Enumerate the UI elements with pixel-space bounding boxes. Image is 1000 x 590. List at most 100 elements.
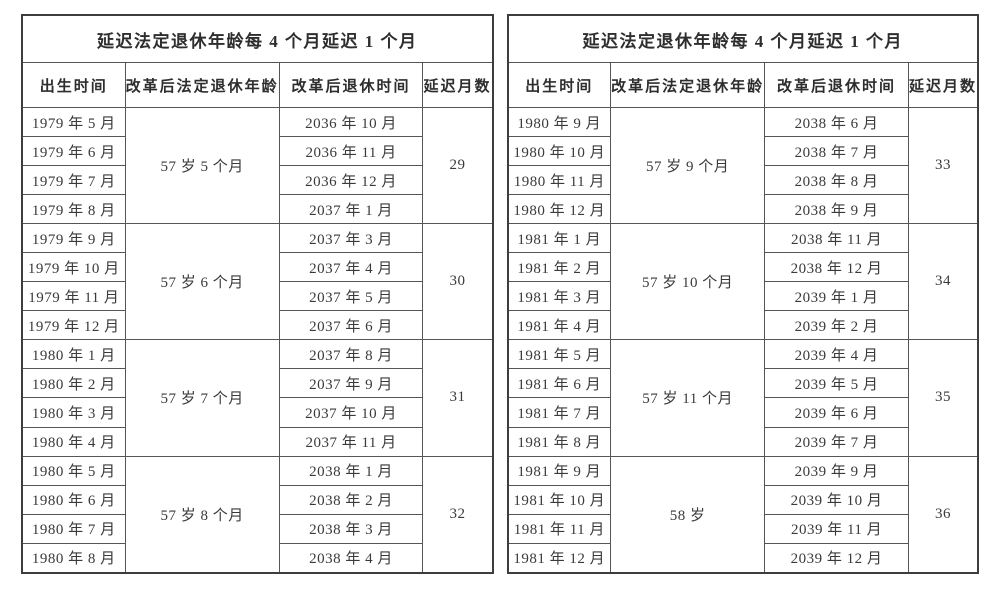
birth-cell: 1981 年 7 月	[506, 397, 612, 428]
retire-date-cell: 2038 年 6 月	[764, 106, 909, 138]
birth-cell: 1980 年 8 月	[21, 542, 126, 574]
table-row: 1981 年 3 月 2039 年 1 月	[506, 281, 979, 312]
column-header-age: 改革后法定退休年龄	[610, 62, 766, 108]
table-row: 1979 年 12 月 2037 年 6 月	[21, 310, 493, 341]
column-header-birth: 出生时间	[21, 62, 126, 108]
birth-cell: 1981 年 10 月	[506, 484, 612, 515]
table-row: 1980 年 6 月 2038 年 2 月	[21, 484, 493, 515]
delay-months-cell: 29	[422, 106, 493, 225]
retire-date-cell: 2037 年 6 月	[278, 310, 424, 341]
retire-date-cell: 2039 年 1 月	[764, 281, 909, 312]
birth-cell: 1979 年 10 月	[21, 252, 126, 283]
retirement-age-cell: 57 岁 10 个月	[610, 223, 766, 341]
table-row: 1980 年 1 月 57 岁 7 个月 2037 年 8 月 31	[21, 339, 493, 457]
delay-months-cell: 35	[907, 339, 979, 457]
table-row: 1980 年 10 月 2038 年 7 月	[506, 136, 979, 167]
birth-cell: 1980 年 10 月	[506, 136, 612, 167]
birth-cell: 1981 年 6 月	[506, 368, 612, 399]
birth-cell: 1981 年 2 月	[506, 252, 612, 283]
retire-date-cell: 2039 年 6 月	[764, 397, 909, 428]
table-row: 1980 年 5 月 57 岁 8 个月 2038 年 1 月 32	[21, 455, 493, 574]
birth-cell: 1981 年 11 月	[506, 513, 612, 544]
birth-cell: 1979 年 8 月	[21, 194, 126, 225]
retirement-age-cell: 57 岁 5 个月	[124, 106, 280, 225]
retire-date-cell: 2038 年 4 月	[278, 542, 424, 574]
retire-date-cell: 2037 年 10 月	[278, 397, 424, 428]
retire-date-cell: 2036 年 12 月	[278, 165, 424, 196]
delay-months-cell: 36	[907, 455, 979, 574]
birth-cell: 1980 年 5 月	[21, 455, 126, 486]
birth-cell: 1981 年 3 月	[506, 281, 612, 312]
retire-date-cell: 2039 年 4 月	[764, 339, 909, 370]
table-title: 延迟法定退休年龄每 4 个月延迟 1 个月	[507, 14, 979, 63]
table-row: 1979 年 10 月 2037 年 4 月	[21, 252, 493, 283]
retire-date-cell: 2039 年 12 月	[764, 542, 909, 574]
column-header-delay: 延迟月数	[907, 62, 979, 108]
retire-date-cell: 2039 年 2 月	[764, 310, 909, 341]
table-row: 1981 年 9 月 58 岁 2039 年 9 月 36	[506, 455, 979, 574]
delay-months-cell: 33	[907, 106, 979, 225]
birth-cell: 1979 年 9 月	[21, 223, 126, 254]
birth-cell: 1980 年 7 月	[21, 513, 126, 544]
birth-cell: 1980 年 11 月	[506, 165, 612, 196]
table-row: 1979 年 7 月 2036 年 12 月	[21, 165, 493, 196]
birth-cell: 1980 年 6 月	[21, 484, 126, 515]
table-row: 1981 年 12 月 2039 年 12 月	[506, 542, 979, 574]
retire-date-cell: 2037 年 8 月	[278, 339, 424, 370]
table-row: 1981 年 11 月 2039 年 11 月	[506, 513, 979, 544]
column-header-age: 改革后法定退休年龄	[124, 62, 280, 108]
table-row: 1980 年 2 月 2037 年 9 月	[21, 368, 493, 399]
column-header-retire: 改革后退休时间	[764, 62, 909, 108]
birth-cell: 1979 年 11 月	[21, 281, 126, 312]
table-row: 1981 年 7 月 2039 年 6 月	[506, 397, 979, 428]
table-row: 1981 年 2 月 2038 年 12 月	[506, 252, 979, 283]
birth-cell: 1981 年 12 月	[506, 542, 612, 574]
delay-months-cell: 32	[422, 455, 493, 574]
birth-cell: 1981 年 4 月	[506, 310, 612, 341]
birth-cell: 1979 年 6 月	[21, 136, 126, 167]
birth-cell: 1980 年 9 月	[506, 106, 612, 138]
retirement-table-left: 延迟法定退休年龄每 4 个月延迟 1 个月 出生时间 改革后法定退休年龄 改革后…	[21, 14, 494, 574]
table-row: 1980 年 7 月 2038 年 3 月	[21, 513, 493, 544]
retire-date-cell: 2038 年 2 月	[278, 484, 424, 515]
retire-date-cell: 2038 年 1 月	[278, 455, 424, 486]
table-row: 1979 年 11 月 2037 年 5 月	[21, 281, 493, 312]
table-row: 1979 年 9 月 57 岁 6 个月 2037 年 3 月 30	[21, 223, 493, 341]
table-title: 延迟法定退休年龄每 4 个月延迟 1 个月	[21, 14, 493, 63]
retire-date-cell: 2037 年 3 月	[278, 223, 424, 254]
table-row: 1981 年 1 月 57 岁 10 个月 2038 年 11 月 34	[506, 223, 979, 341]
birth-cell: 1981 年 8 月	[506, 426, 612, 457]
retire-date-cell: 2038 年 12 月	[764, 252, 909, 283]
retirement-age-cell: 58 岁	[610, 455, 766, 574]
retire-date-cell: 2037 年 9 月	[278, 368, 424, 399]
retire-date-cell: 2037 年 1 月	[278, 194, 424, 225]
retire-date-cell: 2037 年 4 月	[278, 252, 424, 283]
table-row: 1980 年 3 月 2037 年 10 月	[21, 397, 493, 428]
retirement-age-cell: 57 岁 8 个月	[124, 455, 280, 574]
birth-cell: 1979 年 12 月	[21, 310, 126, 341]
retire-date-cell: 2039 年 11 月	[764, 513, 909, 544]
retire-date-cell: 2038 年 11 月	[764, 223, 909, 254]
birth-cell: 1980 年 4 月	[21, 426, 126, 457]
table-row: 1980 年 9 月 57 岁 9 个月 2038 年 6 月 33	[506, 106, 979, 225]
retire-date-cell: 2036 年 10 月	[278, 106, 424, 138]
table-row: 1980 年 12 月 2038 年 9 月	[506, 194, 979, 225]
birth-cell: 1980 年 12 月	[506, 194, 612, 225]
birth-cell: 1979 年 7 月	[21, 165, 126, 196]
retire-date-cell: 2039 年 10 月	[764, 484, 909, 515]
retire-date-cell: 2037 年 5 月	[278, 281, 424, 312]
table-row: 1979 年 5 月 57 岁 5 个月 2036 年 10 月 29	[21, 106, 493, 225]
delay-months-cell: 30	[422, 223, 493, 341]
table-row: 1981 年 10 月 2039 年 10 月	[506, 484, 979, 515]
retirement-table-right: 延迟法定退休年龄每 4 个月延迟 1 个月 出生时间 改革后法定退休年龄 改革后…	[506, 14, 979, 574]
column-header-retire: 改革后退休时间	[278, 62, 424, 108]
birth-cell: 1980 年 3 月	[21, 397, 126, 428]
retirement-age-cell: 57 岁 6 个月	[124, 223, 280, 341]
column-header-birth: 出生时间	[506, 62, 612, 108]
retire-date-cell: 2038 年 8 月	[764, 165, 909, 196]
retire-date-cell: 2039 年 7 月	[764, 426, 909, 457]
column-header-delay: 延迟月数	[422, 62, 493, 108]
retire-date-cell: 2038 年 9 月	[764, 194, 909, 225]
retirement-age-cell: 57 岁 9 个月	[610, 106, 766, 225]
